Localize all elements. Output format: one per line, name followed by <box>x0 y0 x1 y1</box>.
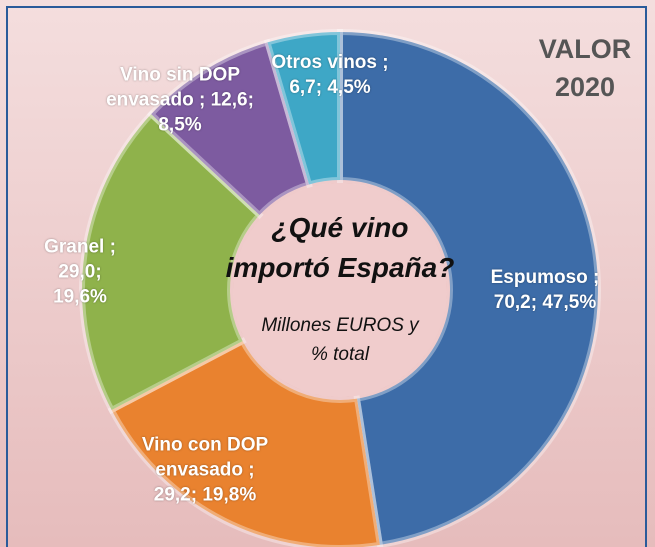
label-sep: ; <box>593 267 600 288</box>
label-percent: 4,5% <box>327 77 371 98</box>
label-name: Vino sin DOP envasado <box>106 64 240 111</box>
label-sep: ; <box>382 52 389 73</box>
label-sep: ; <box>247 89 254 111</box>
label-sep: ; <box>315 77 323 98</box>
chart-subtitle: Millones EUROS y % total <box>261 315 419 365</box>
label-name: Espumoso <box>490 267 588 288</box>
label-sep: ; <box>199 89 206 111</box>
label-percent: 19,8% <box>202 484 257 506</box>
label-name: Granel <box>44 236 105 258</box>
frame <box>6 6 647 547</box>
label-percent: 47,5% <box>542 292 597 313</box>
label-value: 29,2 <box>153 484 191 506</box>
data-label: Granel ; 29,0; 19,6% <box>33 235 128 310</box>
label-sep: ; <box>530 292 538 313</box>
donut-slice <box>146 38 313 220</box>
annotation: VALOR 2020 <box>538 34 632 102</box>
label-sep: ; <box>109 236 116 258</box>
data-label: Espumoso ; 70,2; 47,5% <box>483 265 608 315</box>
label-sep: ; <box>190 484 198 506</box>
label-percent: 19,6% <box>53 286 107 308</box>
donut-slice <box>107 337 384 547</box>
label-value: 12,6 <box>210 89 248 111</box>
donut-slice <box>79 109 264 415</box>
label-percent: 8,5% <box>158 114 202 136</box>
donut-slice <box>337 28 601 547</box>
label-value: 29,0 <box>58 261 96 283</box>
label-sep: ; <box>95 261 102 283</box>
label-name: Otros vinos <box>271 52 377 73</box>
label-value: 6,7 <box>289 77 316 98</box>
label-value: 70,2 <box>493 292 531 313</box>
data-label: Otros vinos ; 6,7; 4,5% <box>270 50 390 100</box>
data-label: Vino sin DOP envasado ; 12,6; 8,5% <box>95 63 265 138</box>
donut-slice <box>263 28 343 189</box>
label-name: Vino con DOP envasado <box>141 434 269 481</box>
chart-title: ¿Qué vino importó España? <box>225 212 455 283</box>
label-sep: ; <box>248 459 255 481</box>
data-label: Vino con DOP envasado ; 29,2; 19,8% <box>140 433 270 508</box>
